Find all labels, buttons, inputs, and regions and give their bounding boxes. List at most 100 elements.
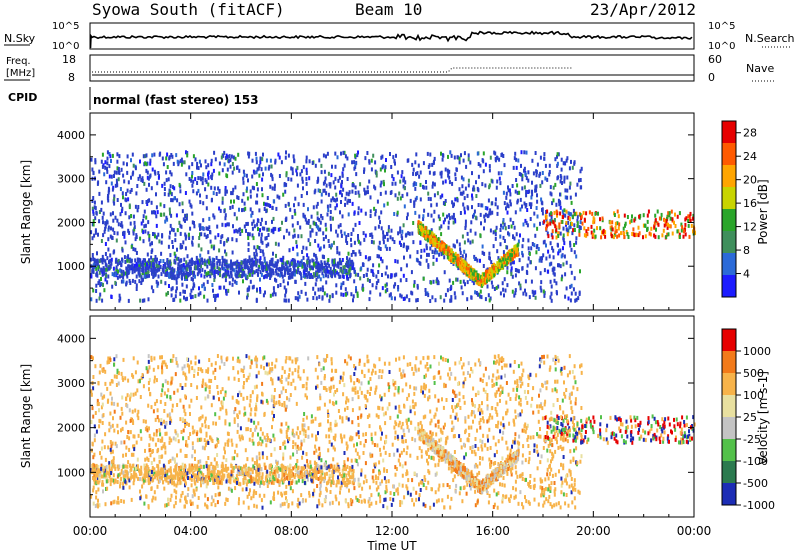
power-point xyxy=(469,160,472,165)
power-point xyxy=(562,238,565,242)
power-point xyxy=(462,279,465,284)
velocity-point xyxy=(277,376,280,381)
power-point xyxy=(218,261,221,266)
power-point xyxy=(238,290,240,295)
power-point xyxy=(427,165,430,169)
power-point xyxy=(518,281,521,286)
power-point xyxy=(163,204,166,209)
power-point xyxy=(293,228,296,233)
power-point xyxy=(440,246,443,251)
power-point xyxy=(175,213,178,218)
velocity-point xyxy=(527,435,530,440)
power-point xyxy=(502,220,505,225)
power-point xyxy=(569,243,572,248)
power-point xyxy=(559,248,562,253)
power-point xyxy=(278,174,281,178)
power-point xyxy=(276,259,279,264)
power-point xyxy=(494,202,497,207)
power-point xyxy=(296,270,299,275)
power-point xyxy=(505,195,508,200)
power-point xyxy=(343,150,346,155)
power-point xyxy=(226,174,229,179)
power-point xyxy=(127,298,130,303)
power-point xyxy=(438,252,441,257)
power-point xyxy=(430,243,433,248)
power-point xyxy=(176,228,179,233)
velocity-point xyxy=(119,484,121,489)
power-point xyxy=(488,298,491,303)
power-point xyxy=(150,268,153,272)
power-point xyxy=(564,294,567,299)
power-point xyxy=(154,210,157,215)
velocity-point xyxy=(356,462,359,467)
power-point xyxy=(471,205,473,210)
power-point xyxy=(144,262,147,267)
power-point xyxy=(485,269,487,274)
power-point xyxy=(563,254,566,259)
velocity-point xyxy=(294,442,297,447)
power-point xyxy=(157,263,160,268)
power-point xyxy=(195,255,198,260)
power-point xyxy=(267,264,270,269)
power-point xyxy=(473,254,476,259)
velocity-point xyxy=(150,486,153,491)
power-point xyxy=(387,274,389,279)
power-point xyxy=(503,254,505,258)
power-point xyxy=(349,274,352,279)
power-point xyxy=(288,231,291,236)
velocity-point xyxy=(239,426,242,431)
velocity-point xyxy=(217,485,220,490)
power-point xyxy=(99,283,102,288)
velocity-point xyxy=(407,478,410,483)
power-point xyxy=(181,272,184,277)
power-point xyxy=(265,261,268,266)
power-point xyxy=(493,273,496,278)
power-point xyxy=(336,155,339,160)
power-point xyxy=(164,281,167,286)
velocity-point xyxy=(430,455,433,460)
power-point xyxy=(274,261,277,266)
velocity-point xyxy=(113,409,116,414)
power-point xyxy=(345,269,348,273)
power-point xyxy=(529,260,532,265)
velocity-point xyxy=(273,395,276,400)
power-point xyxy=(109,154,112,159)
power-point xyxy=(283,298,286,303)
power-point xyxy=(93,205,96,210)
power-point xyxy=(594,234,597,239)
power-point xyxy=(213,270,216,275)
power-point xyxy=(179,189,182,194)
power-point xyxy=(493,262,495,267)
power-point xyxy=(475,280,478,285)
power-point xyxy=(325,273,327,278)
power-point xyxy=(511,260,514,265)
velocity-point xyxy=(120,499,123,503)
power-point xyxy=(244,265,246,270)
power-point xyxy=(286,260,289,265)
power-point xyxy=(689,218,692,223)
power-point xyxy=(203,258,206,263)
power-point xyxy=(126,188,129,193)
velocity-point xyxy=(199,416,202,421)
velocity-point xyxy=(482,419,485,424)
velocity-point xyxy=(537,434,540,439)
power-point xyxy=(346,156,349,161)
velocity-point xyxy=(395,467,398,471)
power-point xyxy=(592,232,595,237)
power-point xyxy=(550,284,553,289)
power-point xyxy=(630,218,633,223)
velocity-point xyxy=(447,372,450,377)
power-point xyxy=(358,221,361,225)
power-point xyxy=(486,284,489,289)
power-point xyxy=(287,281,289,286)
power-point xyxy=(266,227,269,232)
power-point xyxy=(378,254,381,259)
power-point xyxy=(221,255,224,260)
power-point xyxy=(618,233,621,238)
power-point xyxy=(214,235,217,240)
power-point xyxy=(293,159,296,164)
power-point xyxy=(473,209,476,214)
power-point xyxy=(297,265,299,270)
velocity-point xyxy=(222,396,225,401)
